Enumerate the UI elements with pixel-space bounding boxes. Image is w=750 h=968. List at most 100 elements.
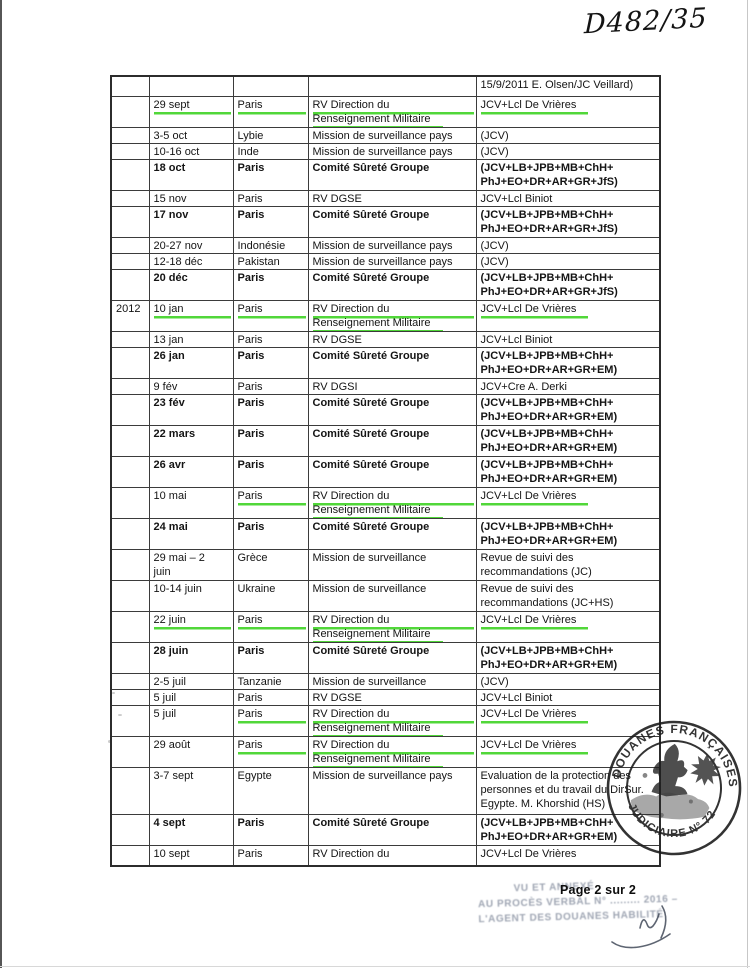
table-row: 5 juil Paris RV DGSE JCV+Lcl Biniot bbox=[110, 688, 661, 706]
cell-activity bbox=[307, 75, 477, 97]
cell-location: Egypte bbox=[232, 766, 309, 815]
cell-year bbox=[110, 610, 150, 643]
cell-date: 10-16 oct bbox=[148, 142, 234, 160]
table-row: 18 oct Paris Comité Sûreté Groupe (JCV+LB+J… bbox=[110, 158, 661, 191]
cell-date bbox=[148, 75, 234, 97]
table-row: 9 fév Paris RV DGSI JCV+Cre A. Derki bbox=[110, 377, 661, 395]
scan-edge-bottom bbox=[0, 966, 750, 967]
cell-participants: Revue de suivi des recommandations (JC) bbox=[475, 548, 661, 581]
cell-date: 23 fév bbox=[148, 393, 234, 426]
cell-year bbox=[110, 158, 150, 191]
stamp-outer-ring bbox=[606, 720, 742, 856]
cell-location: Paris bbox=[232, 346, 309, 379]
table-row: 15 nov Paris RV DGSE JCV+Lcl Biniot bbox=[110, 189, 661, 207]
cell-date: 10 jan bbox=[148, 299, 234, 332]
table-row: 20-27 nov Indonésie Mission de surveillanc… bbox=[110, 236, 661, 254]
cell-participants: JCV+Lcl De Vrières bbox=[475, 95, 661, 128]
cell-participants: (JCV+LB+JPB+MB+ChH+ PhJ+EO+DR+AR+GR+EM) bbox=[475, 393, 661, 426]
cell-year bbox=[110, 735, 150, 768]
cell-participants: Revue de suivi des recommandations (JC+HS… bbox=[475, 579, 661, 612]
cell-location: Paris bbox=[232, 393, 309, 426]
cell-participants: (JCV+LB+JPB+MB+ChH+ PhJ+EO+DR+AR+GR+JfS) bbox=[475, 268, 661, 301]
cell-year bbox=[110, 672, 150, 690]
cell-participants: JCV+Cre A. Derki bbox=[475, 377, 661, 395]
cell-activity: RV DGSE bbox=[307, 189, 477, 207]
cell-date: 22 juin bbox=[148, 610, 234, 643]
cell-participants: JCV+Lcl Biniot bbox=[475, 189, 661, 207]
table-row: 28 juin Paris Comité Sûreté Groupe (JCV+LB+… bbox=[110, 641, 661, 674]
cell-participants: (JCV+LB+JPB+MB+ChH+ PhJ+EO+DR+AR+GR+JfS) bbox=[475, 205, 661, 238]
cell-activity: RV Direction du Renseignement Militaire bbox=[307, 486, 477, 519]
table-row: 24 mai Paris Comité Sûreté Groupe (JCV+LB+J… bbox=[110, 517, 661, 550]
cell-year bbox=[110, 455, 150, 488]
table-row: 22 juin Paris RV Direction du Renseignement… bbox=[110, 610, 661, 643]
cell-year: 2012 bbox=[110, 299, 150, 332]
table-row: 29 mai – 2 juin Grèce Mission de surveilla… bbox=[110, 548, 661, 581]
cell-location: Paris bbox=[232, 486, 309, 519]
cell-activity: Mission de surveillance pays bbox=[307, 236, 477, 254]
cell-activity: RV DGSE bbox=[307, 330, 477, 348]
cell-activity: Comité Sûreté Groupe bbox=[307, 424, 477, 457]
cell-participants: (JCV) bbox=[475, 252, 661, 270]
table-row: 13 jan Paris RV DGSE JCV+Lcl Biniot bbox=[110, 330, 661, 348]
cell-date: 3-7 sept bbox=[148, 766, 234, 815]
cell-date: 9 fév bbox=[148, 377, 234, 395]
table-row: 10-16 oct Inde Mission de surveillance pay… bbox=[110, 142, 661, 160]
cell-location: Paris bbox=[232, 377, 309, 395]
cell-date: 10 sept bbox=[148, 844, 234, 867]
cell-activity: RV Direction du Renseignement Militaire bbox=[307, 95, 477, 128]
cell-location: Paris bbox=[232, 189, 309, 207]
cell-date: 12-18 déc bbox=[148, 252, 234, 270]
pencil-speck bbox=[108, 740, 111, 743]
cell-participants: (JCV) bbox=[475, 126, 661, 144]
cell-location: Paris bbox=[232, 455, 309, 488]
cell-date: 4 sept bbox=[148, 813, 234, 846]
cell-participants: JCV+Lcl De Vrières bbox=[475, 486, 661, 519]
cell-location: Paris bbox=[232, 704, 309, 737]
cell-participants: JCV+Lcl De Vrières bbox=[475, 299, 661, 332]
cell-location: Paris bbox=[232, 688, 309, 706]
cell-date: 15 nov bbox=[148, 189, 234, 207]
cell-activity: Comité Sûreté Groupe bbox=[307, 455, 477, 488]
stamp-inner-ring bbox=[626, 740, 722, 836]
cell-date: 28 juin bbox=[148, 641, 234, 674]
table-row: 17 nov Paris Comité Sûreté Groupe (JCV+LB+J… bbox=[110, 205, 661, 238]
table-row: 10 sept Paris RV Direction du JCV+Lcl De Vr… bbox=[110, 844, 661, 867]
cell-participants: JCV+Lcl Biniot bbox=[475, 330, 661, 348]
table-row: 29 sept Paris RV Direction du Renseignement… bbox=[110, 95, 661, 128]
cell-year bbox=[110, 126, 150, 144]
cell-location: Paris bbox=[232, 813, 309, 846]
cell-year bbox=[110, 142, 150, 160]
cell-date: 5 juil bbox=[148, 688, 234, 706]
cell-activity: RV Direction du Renseignement Militaire bbox=[307, 299, 477, 332]
cell-year bbox=[110, 330, 150, 348]
cell-year bbox=[110, 424, 150, 457]
cell-location: Paris bbox=[232, 424, 309, 457]
cell-location: Inde bbox=[232, 142, 309, 160]
cell-location: Paris bbox=[232, 735, 309, 768]
cell-location: Indonésie bbox=[232, 236, 309, 254]
cell-activity: Mission de surveillance pays bbox=[307, 766, 477, 815]
cell-date: 2-5 juil bbox=[148, 672, 234, 690]
scan-edge-left bbox=[0, 0, 2, 968]
cell-location: Paris bbox=[232, 330, 309, 348]
cell-activity: RV Direction du Renseignement Militaire bbox=[307, 735, 477, 768]
table-row: 4 sept Paris Comité Sûreté Groupe (JCV+LB+J… bbox=[110, 813, 661, 846]
cell-participants: (JCV+LB+JPB+MB+ChH+ PhJ+EO+DR+AR+GR+JfS) bbox=[475, 158, 661, 191]
cell-activity: Mission de surveillance pays bbox=[307, 252, 477, 270]
handwritten-reference: D482/35 bbox=[583, 2, 708, 41]
cell-location: Paris bbox=[232, 844, 309, 867]
cell-participants: JCV+Lcl De Vrières bbox=[475, 844, 661, 867]
table-row: 22 mars Paris Comité Sûreté Groupe (JCV+LB+… bbox=[110, 424, 661, 457]
cell-activity: RV DGSE bbox=[307, 688, 477, 706]
cell-year bbox=[110, 688, 150, 706]
cell-date: 3-5 oct bbox=[148, 126, 234, 144]
cell-location: Paris bbox=[232, 610, 309, 643]
cell-participants: JCV+Lcl De Vrières bbox=[475, 735, 661, 768]
cell-year bbox=[110, 766, 150, 815]
cell-participants: JCV+Lcl De Vrières bbox=[475, 704, 661, 737]
cell-participants: (JCV+LB+JPB+MB+ChH+ PhJ+EO+DR+AR+GR+EM) bbox=[475, 517, 661, 550]
cell-date: 20-27 nov bbox=[148, 236, 234, 254]
cell-location: Paris bbox=[232, 95, 309, 128]
cell-year bbox=[110, 548, 150, 581]
